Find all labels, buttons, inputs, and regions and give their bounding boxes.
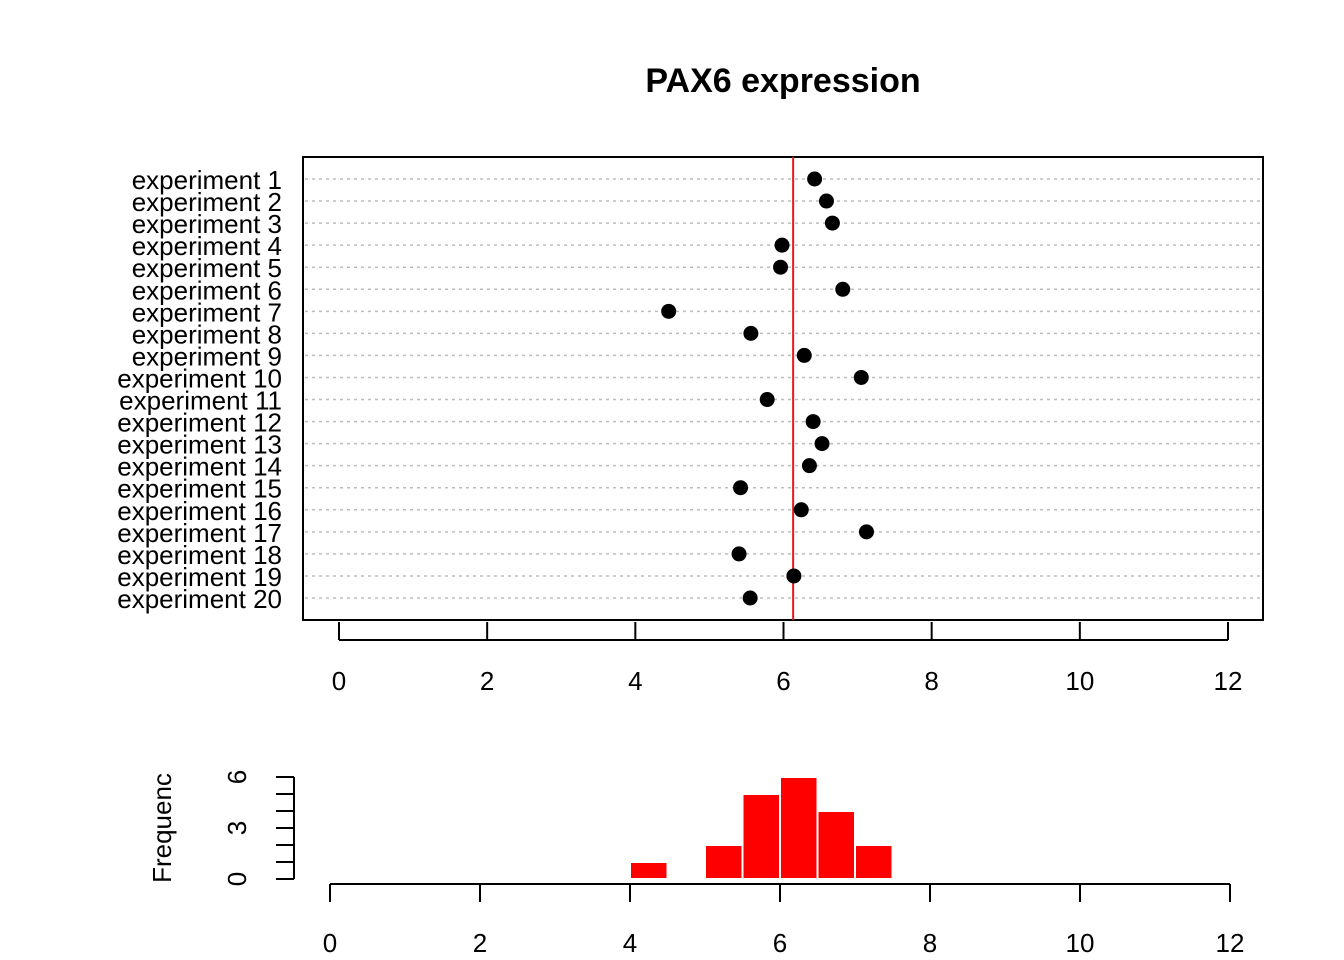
data-point (796, 347, 812, 363)
hist-x-tick-label: 4 (623, 928, 637, 958)
histogram-bar (779, 776, 819, 880)
category-label: experiment 7 (132, 297, 282, 327)
category-label: experiment 2 (132, 187, 282, 217)
category-label: experiment 10 (117, 363, 282, 393)
data-point (824, 215, 840, 231)
histogram-bar (854, 844, 894, 880)
hist-x-tick-label: 12 (1216, 928, 1245, 958)
data-point (801, 458, 817, 474)
category-label: experiment 12 (117, 408, 282, 438)
category-label: experiment 8 (132, 319, 282, 349)
hist-x-tick-label: 10 (1066, 928, 1095, 958)
category-label: experiment 20 (117, 584, 282, 614)
category-label: experiment 16 (117, 496, 282, 526)
data-point (774, 237, 790, 253)
hist-y-tick-label: 6 (222, 770, 252, 784)
data-point (786, 568, 802, 584)
category-label: experiment 17 (117, 518, 282, 548)
data-point (743, 325, 759, 341)
hist-y-tick-label: 3 (222, 821, 252, 835)
category-label: experiment 18 (117, 540, 282, 570)
category-label: experiment 6 (132, 275, 282, 305)
histogram-bar (704, 844, 744, 880)
histogram-bar (816, 810, 856, 880)
data-point (858, 524, 874, 540)
category-label: experiment 13 (117, 430, 282, 460)
category-label: experiment 14 (117, 452, 282, 482)
histogram-bar (741, 793, 781, 880)
category-label: experiment 19 (117, 562, 282, 592)
hist-x-tick-label: 0 (323, 928, 337, 958)
data-point (731, 546, 747, 562)
x-tick-label: 8 (924, 666, 938, 696)
x-tick-label: 4 (628, 666, 642, 696)
histogram-chart: 0 2 4 6 8 10 12 0 3 6 Frequenc (147, 770, 1244, 958)
category-label: experiment 4 (132, 231, 282, 261)
hist-x-tick-label: 2 (473, 928, 487, 958)
x-tick-label: 12 (1214, 666, 1243, 696)
data-point (805, 414, 821, 430)
data-point (818, 193, 834, 209)
category-label: experiment 3 (132, 209, 282, 239)
data-point (733, 480, 749, 496)
plot-frame (302, 156, 1264, 621)
data-point (807, 171, 823, 187)
category-label: experiment 11 (119, 386, 282, 416)
data-point (853, 369, 869, 385)
x-tick-label: 10 (1065, 666, 1094, 696)
hist-x-tick-label: 8 (923, 928, 937, 958)
data-point (793, 502, 809, 518)
data-point (742, 590, 758, 606)
data-point (759, 392, 775, 408)
x-tick-label: 0 (332, 666, 346, 696)
data-point (814, 436, 830, 452)
x-tick-label: 6 (776, 666, 790, 696)
x-tick-label: 2 (480, 666, 494, 696)
data-point (773, 259, 789, 275)
category-label: experiment 15 (117, 474, 282, 504)
hist-x-tick-label: 6 (773, 928, 787, 958)
category-label: experiment 5 (132, 253, 282, 283)
hist-y-tick-label: 0 (222, 872, 252, 886)
data-point (835, 281, 851, 297)
chart-title: PAX6 expression (645, 62, 920, 100)
category-label: experiment 9 (132, 341, 282, 371)
hist-y-axis-label: Frequenc (147, 773, 177, 883)
category-label: experiment 1 (132, 165, 282, 195)
histogram-bar (629, 861, 669, 880)
data-point (661, 303, 677, 319)
